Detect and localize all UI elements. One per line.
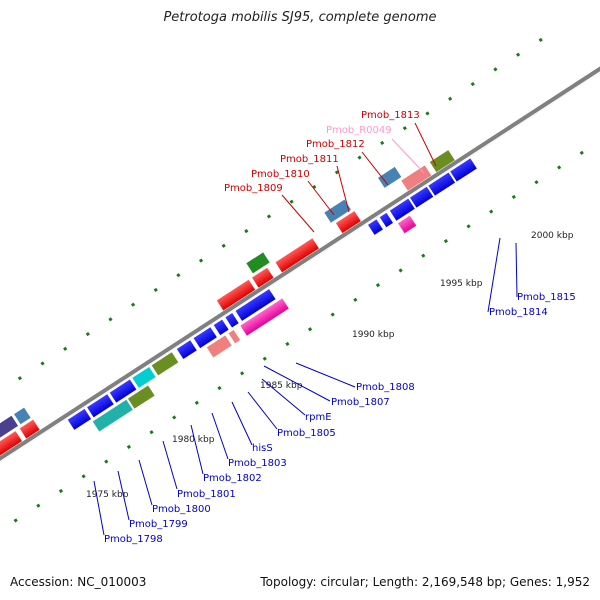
- map-title: Petrotoga mobilis SJ95, complete genome: [163, 10, 437, 25]
- gene-label[interactable]: Pmob_1813: [361, 110, 420, 121]
- scale-label: 2000 kbp: [531, 231, 574, 241]
- dotted-guides: [0, 29, 600, 523]
- scale-label: 1995 kbp: [440, 279, 483, 289]
- plus-strand-genes: [0, 150, 455, 458]
- gene-label[interactable]: Pmob_1800: [152, 504, 211, 515]
- gene-label[interactable]: Pmob_1810: [251, 169, 310, 180]
- gene-label[interactable]: hisS: [252, 443, 273, 454]
- gene-label[interactable]: Pmob_1807: [331, 397, 390, 408]
- genome-backbone: [0, 65, 600, 484]
- scale-label: 1975 kbp: [86, 490, 129, 500]
- gene-label[interactable]: Pmob_1803: [228, 458, 287, 469]
- scale-label: 1985 kbp: [260, 381, 303, 391]
- gene-label[interactable]: Pmob_1809: [224, 183, 283, 194]
- scale-label: 1980 kbp: [172, 435, 215, 445]
- gene-label[interactable]: rpmE: [305, 412, 332, 423]
- gene-label[interactable]: Pmob_R0049: [326, 125, 392, 136]
- gene-label[interactable]: Pmob_1814: [489, 307, 548, 318]
- gene-label[interactable]: Pmob_1805: [277, 428, 336, 439]
- gene-label[interactable]: Pmob_1815: [517, 292, 576, 303]
- gene-label[interactable]: Pmob_1808: [356, 382, 415, 393]
- gene-labels-bottom: Pmob_1808 Pmob_1807 rpmE Pmob_1805 hisS …: [104, 382, 415, 545]
- accession-label: Accession: NC_010003: [10, 575, 147, 589]
- topology-label: Topology: circular; Length: 2,169,548 bp…: [260, 575, 590, 589]
- minus-strand-genes: [67, 158, 477, 432]
- gene-label[interactable]: Pmob_1811: [280, 154, 339, 165]
- gene-label[interactable]: Pmob_1801: [177, 489, 236, 500]
- gene-label[interactable]: Pmob_1802: [203, 473, 262, 484]
- scale-labels: 1975 kbp 1980 kbp 1985 kbp 1990 kbp 1995…: [86, 231, 574, 500]
- gene-label[interactable]: Pmob_1812: [306, 139, 365, 150]
- gene-label[interactable]: Pmob_1798: [104, 534, 163, 545]
- leader-lines: [93, 122, 518, 536]
- gene-label[interactable]: Pmob_1799: [129, 519, 188, 530]
- gene-labels-right: Pmob_1815 Pmob_1814: [489, 292, 576, 318]
- gene-labels-top: Pmob_1813 Pmob_R0049 Pmob_1812 Pmob_1811…: [224, 110, 420, 194]
- scale-label: 1990 kbp: [352, 330, 395, 340]
